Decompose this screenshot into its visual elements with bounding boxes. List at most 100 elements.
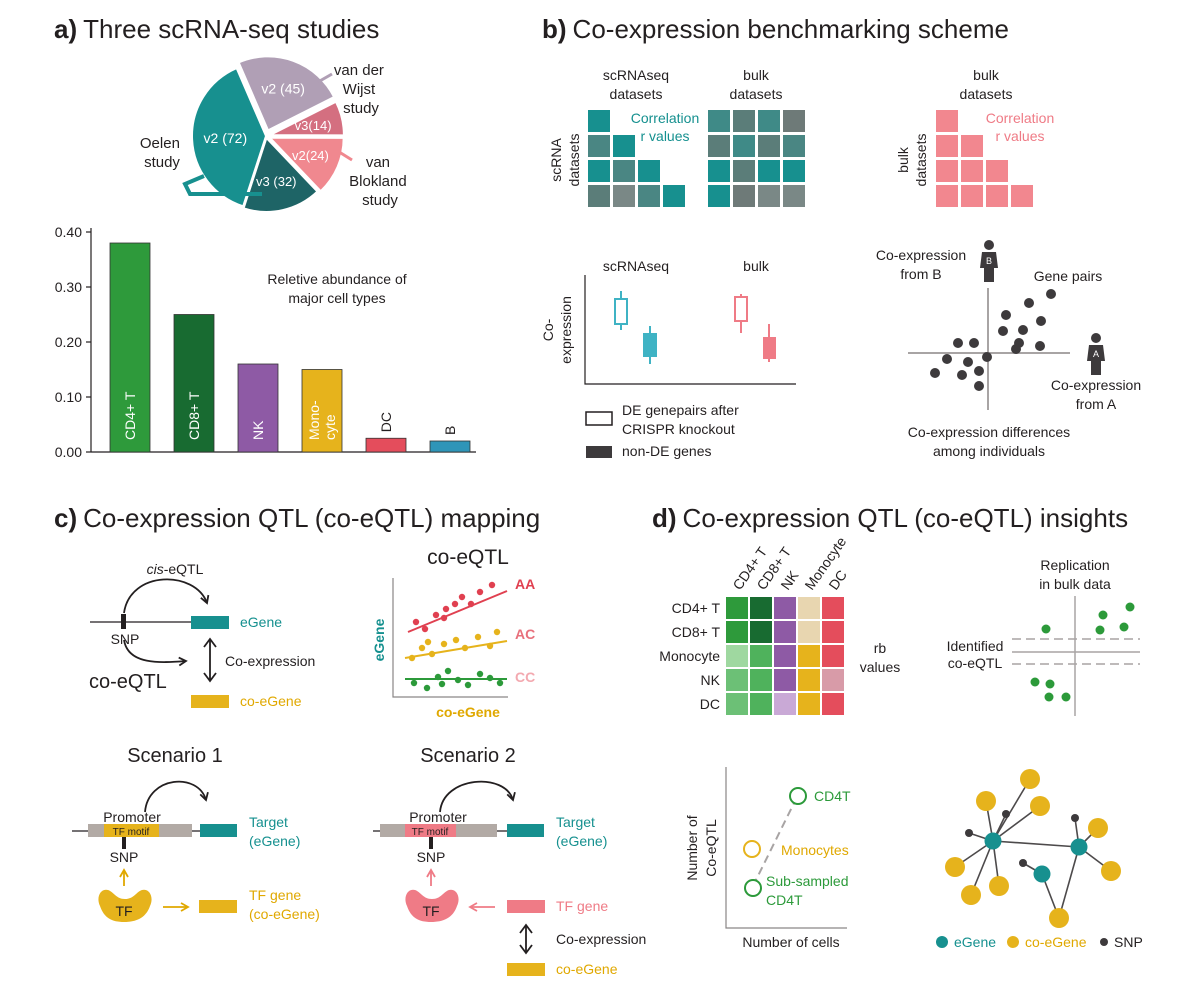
- snp-marker: [121, 614, 126, 629]
- gridSc-cell: [663, 185, 685, 207]
- scenario-1-snp-marker: [122, 837, 126, 849]
- boxplot-scrnaseq-label: scRNAseq: [603, 258, 669, 274]
- co-eqtl-arrow: [123, 639, 188, 667]
- scenario-1-tf-gene-label: TF gene (co-eGene): [249, 887, 320, 922]
- heatmap-cell: [822, 621, 844, 643]
- scenario-2-tf-motif-label: TF motif: [412, 827, 449, 838]
- gridBulk-cell: [758, 135, 780, 157]
- gene-pair-dot: [963, 357, 973, 367]
- replication-point: [1125, 602, 1135, 612]
- panel-c: c) Co-expression QTL (co-eQTL) mapping ci…: [54, 503, 646, 977]
- gridBulk-cell: [758, 185, 780, 207]
- gene-pair-dot: [1001, 310, 1011, 320]
- gridBulk-cell: [758, 110, 780, 132]
- scenario-1-target-label: Target (eGene): [249, 814, 300, 849]
- aa-point: [458, 593, 466, 601]
- bar-5: [429, 440, 471, 453]
- bar-category-label-3: Mono-: [306, 400, 322, 440]
- network-egene-node: [1033, 865, 1051, 883]
- gene-pair-dot: [998, 326, 1008, 336]
- genotype-ac-label: AC: [515, 626, 535, 642]
- coeqtl-count-xlabel: Number of cells: [742, 934, 839, 950]
- subsampled-cd4t-point: [744, 879, 762, 897]
- scenario-2-tf-motif-box: [405, 824, 456, 837]
- correlation-r-values-pink: Correlation r values: [986, 110, 1054, 144]
- ac-point: [440, 640, 448, 648]
- boxplot-bulk-de: [734, 294, 748, 333]
- cc-point: [410, 679, 418, 687]
- cc-point: [444, 667, 452, 675]
- cc-point: [496, 679, 504, 687]
- bulk-datasets-header: bulk datasets: [730, 67, 783, 102]
- bar-chart-y-tick-label: 0.20: [55, 334, 82, 350]
- snp-label: SNP: [111, 631, 140, 647]
- bar-1: [173, 314, 215, 453]
- bulk-datasets-header-right: bulk datasets: [960, 67, 1013, 102]
- cd4t-label: CD4T: [814, 788, 851, 804]
- aa-fit-line: [407, 590, 508, 633]
- heatmap-cell: [798, 669, 820, 691]
- scenario-2-tf-label: TF: [422, 903, 439, 919]
- genotype-cc-label: CC: [515, 669, 535, 685]
- scenario-2-tf-gene-box: [507, 900, 545, 913]
- network-snp-node: [1071, 814, 1079, 822]
- svg-text:B: B: [986, 256, 992, 266]
- gridPink-cell: [986, 185, 1008, 207]
- bar-category-label-5: B: [442, 426, 458, 435]
- coexpression-label: Co-expression: [225, 653, 315, 669]
- gridSc-cell: [588, 185, 610, 207]
- gridBulk-cell: [708, 135, 730, 157]
- gene-pair-dot: [1046, 289, 1056, 299]
- network-snp-node: [965, 829, 973, 837]
- pie-slice-2: [269, 100, 345, 137]
- network-coegene-node: [1030, 796, 1050, 816]
- gene-pair-dot: [942, 354, 952, 364]
- heatmap-cell: [774, 645, 796, 667]
- monocytes-point: [743, 840, 761, 858]
- gridBulk-cell: [733, 185, 755, 207]
- heatmap-row-label: DC: [700, 696, 720, 712]
- study-pie-chart: v2 (72) v2 (45) v3(14) v2(24) v3 (32): [191, 55, 345, 213]
- gene-pair-dots: [930, 289, 1056, 391]
- gridPink-cell: [936, 185, 958, 207]
- coeqtl-network: [945, 769, 1121, 928]
- panel-c-title: c) Co-expression QTL (co-eQTL) mapping: [54, 503, 540, 533]
- heatmap-cell: [750, 693, 772, 715]
- gridBulk-cell: [783, 185, 805, 207]
- scenario-2-coegene-label: co-eGene: [556, 961, 618, 977]
- legend-coegene-dot: [1007, 936, 1019, 948]
- scenario-1-tf-gene-box: [199, 900, 237, 913]
- coeqtl-scatter-xlabel: co-eGene: [436, 704, 500, 720]
- aa-point: [432, 611, 440, 619]
- gene-pair-dot: [969, 338, 979, 348]
- boxplot-sc-de: [614, 291, 628, 330]
- ac-point: [452, 636, 460, 644]
- replication-point: [1119, 622, 1129, 632]
- heatmap-cell: [822, 645, 844, 667]
- gene-pair-dot: [1018, 325, 1028, 335]
- heatmap-cell: [726, 621, 748, 643]
- egene-label: eGene: [240, 614, 282, 630]
- heatmap-cell: [750, 669, 772, 691]
- gridPink-cell: [986, 160, 1008, 182]
- gridPink-cell: [1011, 185, 1033, 207]
- bar-category-label-4: DC: [378, 412, 394, 432]
- bulk-correlation-grid: [936, 110, 1033, 207]
- pie-slice-label-1: v2 (45): [261, 81, 305, 97]
- scenario-1-tf-label: TF: [115, 903, 132, 919]
- ac-point: [474, 633, 482, 641]
- aa-point: [476, 588, 484, 596]
- legend-de-swatch: [585, 411, 613, 426]
- gene-pair-dot: [1011, 344, 1021, 354]
- aa-point: [451, 600, 459, 608]
- pie-slice-1: [237, 55, 336, 132]
- scenario-2-snp-marker: [429, 837, 433, 849]
- gene-pair-dot: [974, 366, 984, 376]
- heatmap-cell: [774, 621, 796, 643]
- scrna-datasets-side-label: scRNA datasets: [548, 134, 582, 187]
- bar-chart-y-tick-label: 0.10: [55, 389, 82, 405]
- pie-slice-4: [242, 136, 319, 213]
- coeqtl-scatter-axes: [392, 578, 508, 698]
- cell-abundance-bar-chart: 0.00 0.10 0.20 0.30 0.40 CD4+ T CD8+ T NK Mono-c…: [55, 224, 476, 460]
